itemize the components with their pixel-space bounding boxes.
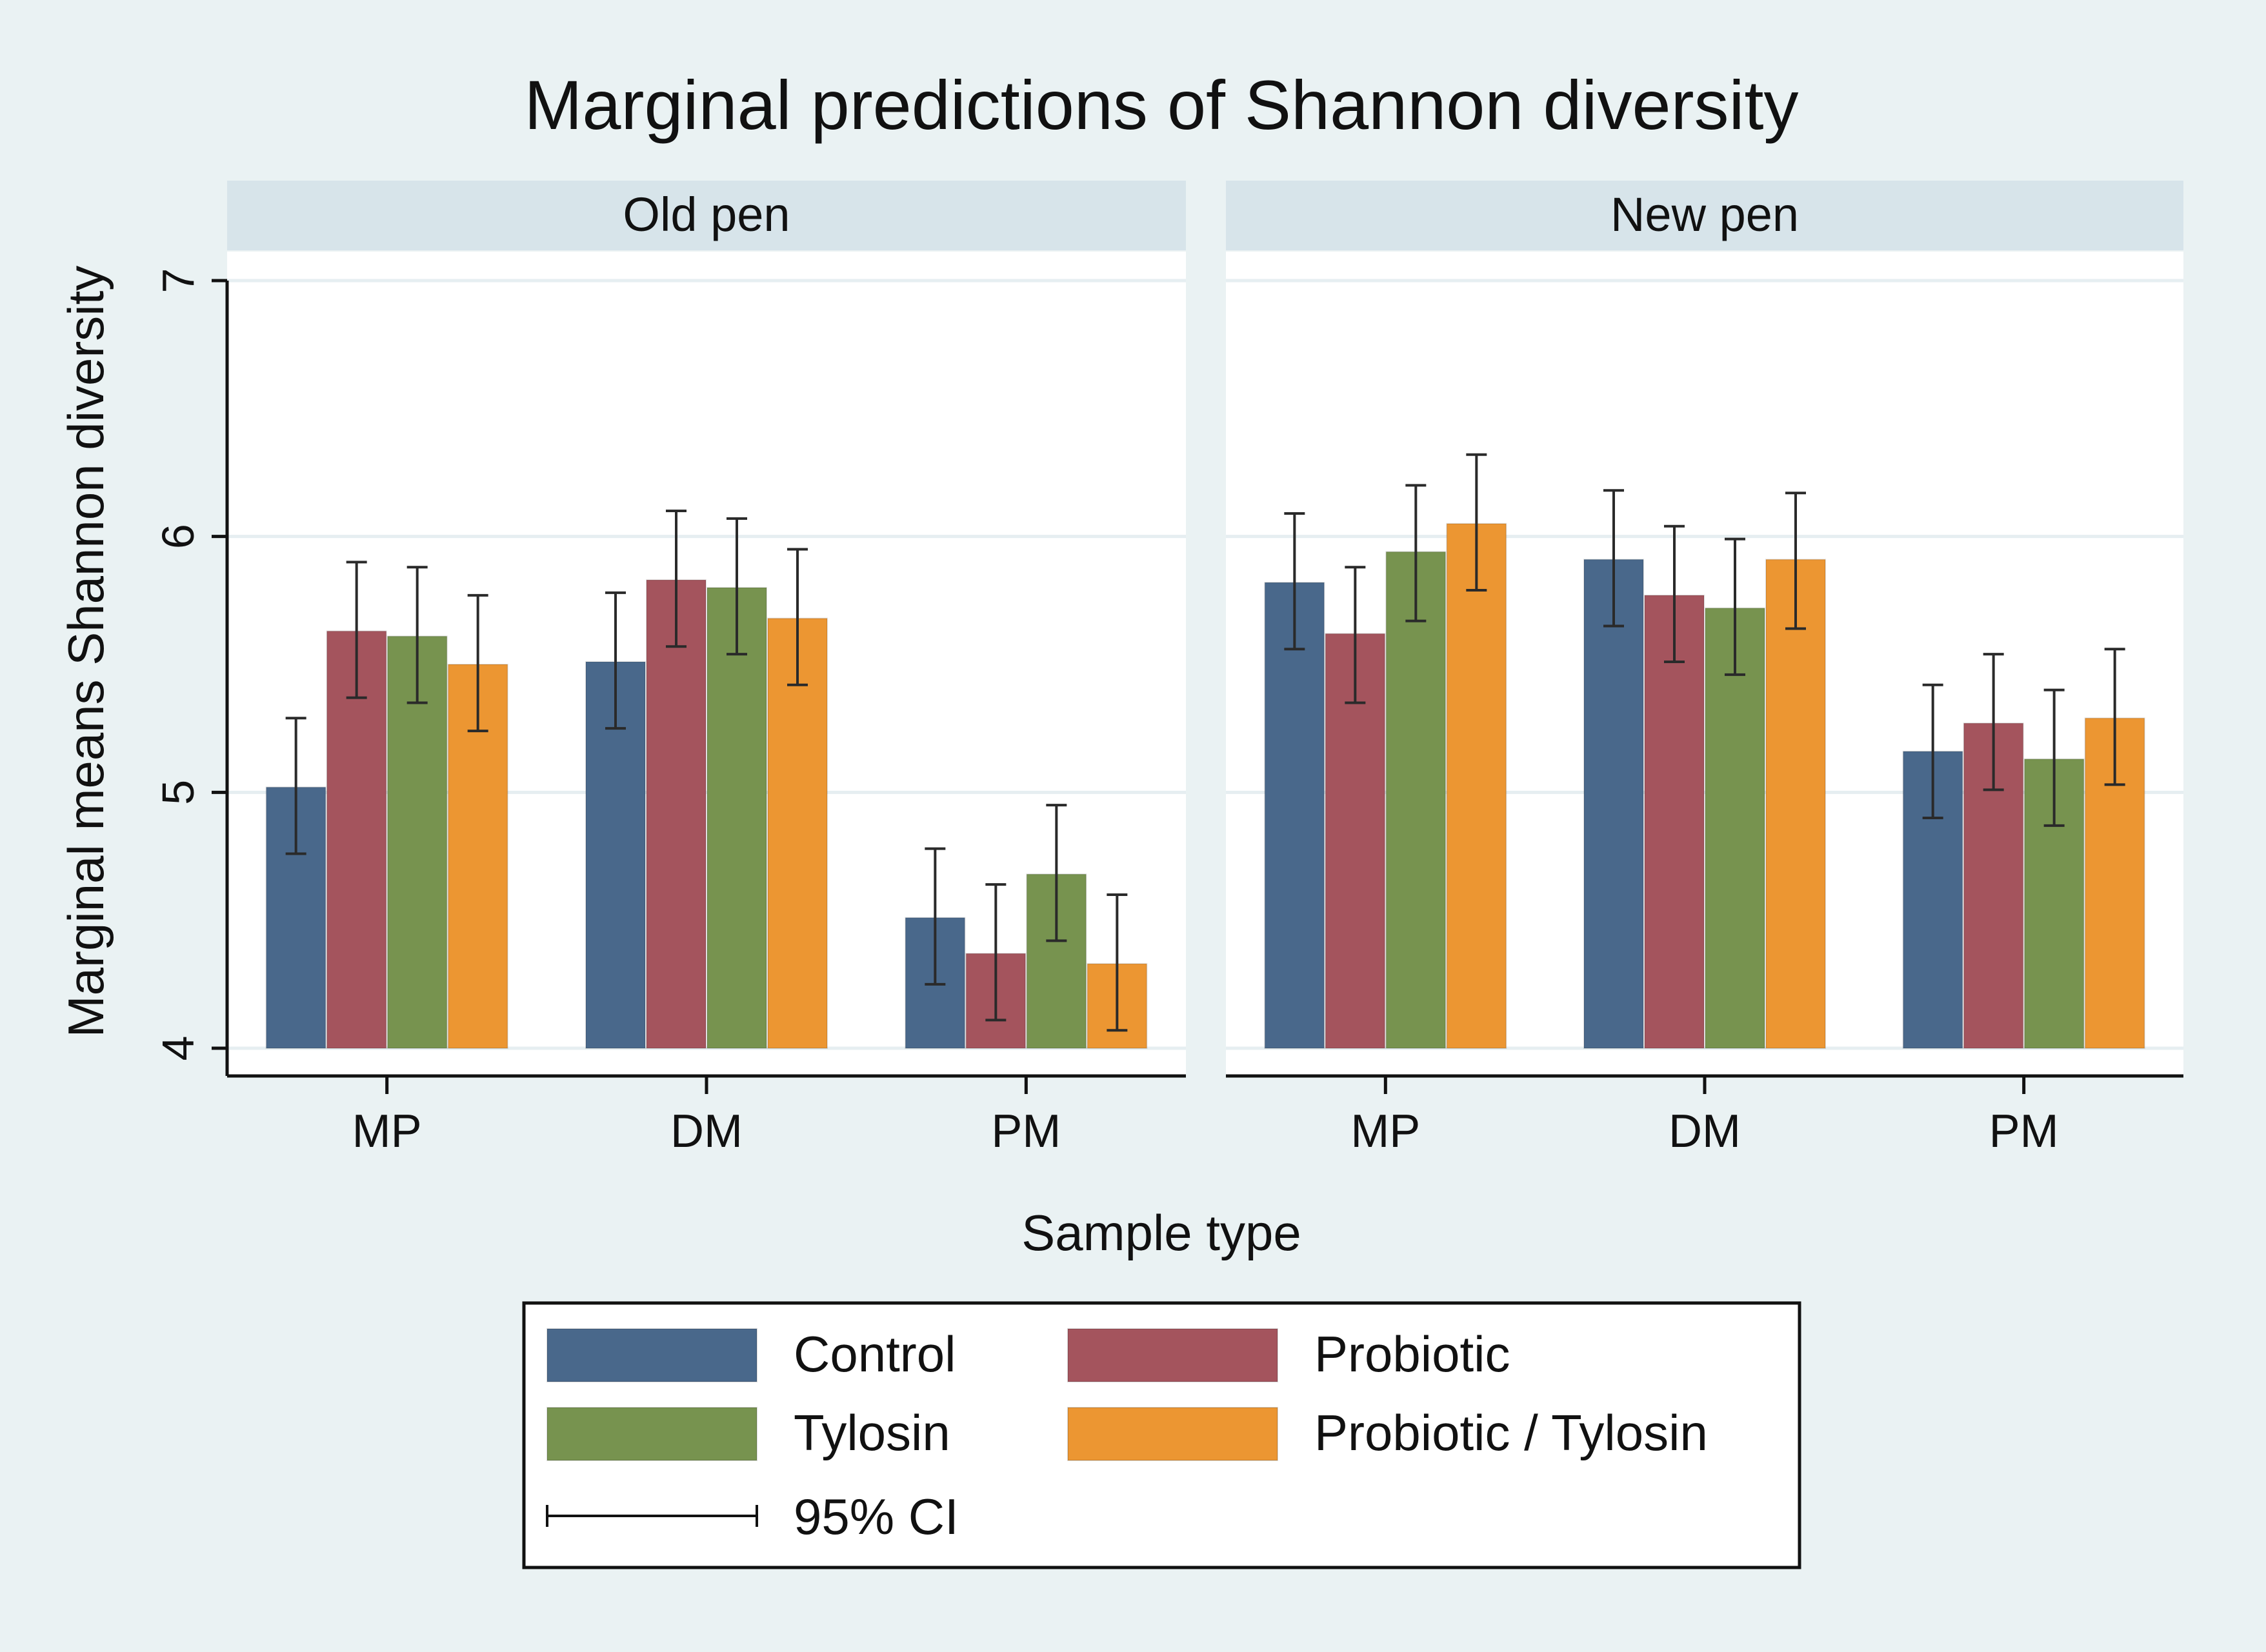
bar-probiotic-tylosin xyxy=(767,617,828,1049)
plot-area xyxy=(227,252,1186,1076)
legend-label: Probiotic / Tylosin xyxy=(1314,1404,1708,1461)
bar-probiotic xyxy=(1644,594,1705,1049)
bar-tylosin xyxy=(386,635,448,1049)
x-tick-label: MP xyxy=(352,1106,422,1157)
bar-probiotic-tylosin xyxy=(1446,522,1507,1049)
x-tick-label: DM xyxy=(670,1106,743,1157)
legend-label: Tylosin xyxy=(794,1404,950,1461)
legend-swatch xyxy=(1067,1407,1278,1461)
bar-probiotic-tylosin xyxy=(1765,559,1826,1049)
bar-tylosin xyxy=(1705,607,1765,1049)
legend-label: Probiotic xyxy=(1314,1326,1510,1382)
x-tick-label: DM xyxy=(1669,1106,1741,1157)
bar-probiotic xyxy=(646,579,707,1049)
y-tick-label: 7 xyxy=(153,268,203,294)
panel-new-pen: New pen MP DM PM xyxy=(1226,181,2183,1157)
panel-header xyxy=(1226,181,2183,250)
legend-label: Control xyxy=(794,1326,956,1382)
y-tick-label: 6 xyxy=(153,524,203,549)
legend-swatch xyxy=(546,1328,757,1382)
x-tick-label: PM xyxy=(991,1106,1061,1157)
y-tick-label: 5 xyxy=(153,780,203,805)
bar-tylosin xyxy=(707,587,767,1049)
chart-title: Marginal predictions of Shannon diversit… xyxy=(524,66,1798,144)
legend-ci-label: 95% CI xyxy=(794,1488,959,1545)
panel-old-pen: Old pen 4 5 6 7 MP DM PM xyxy=(153,181,1186,1157)
bar-tylosin xyxy=(1385,551,1447,1049)
legend: Control Probiotic Tylosin Probiotic / Tylos… xyxy=(522,1301,1801,1569)
panel-header-label: New pen xyxy=(1610,188,1799,241)
legend-swatch xyxy=(546,1407,757,1461)
x-tick-label: MP xyxy=(1350,1106,1420,1157)
legend-swatch xyxy=(1067,1328,1278,1382)
y-axis-title: Marginal means Shannon diversity xyxy=(57,266,114,1038)
x-tick-label: PM xyxy=(1989,1106,2059,1157)
panel-header xyxy=(227,181,1186,250)
bar-control xyxy=(1583,559,1644,1049)
plot-area xyxy=(1226,252,2183,1076)
bar-control xyxy=(1264,582,1325,1049)
x-axis-title: Sample type xyxy=(1021,1204,1301,1261)
panel-header-label: Old pen xyxy=(623,188,790,241)
bar-probiotic xyxy=(326,630,387,1049)
chart-panels: Old pen 4 5 6 7 MP DM PM New pen MP DM PM xyxy=(153,181,2183,1157)
y-tick-label: 4 xyxy=(153,1036,203,1061)
